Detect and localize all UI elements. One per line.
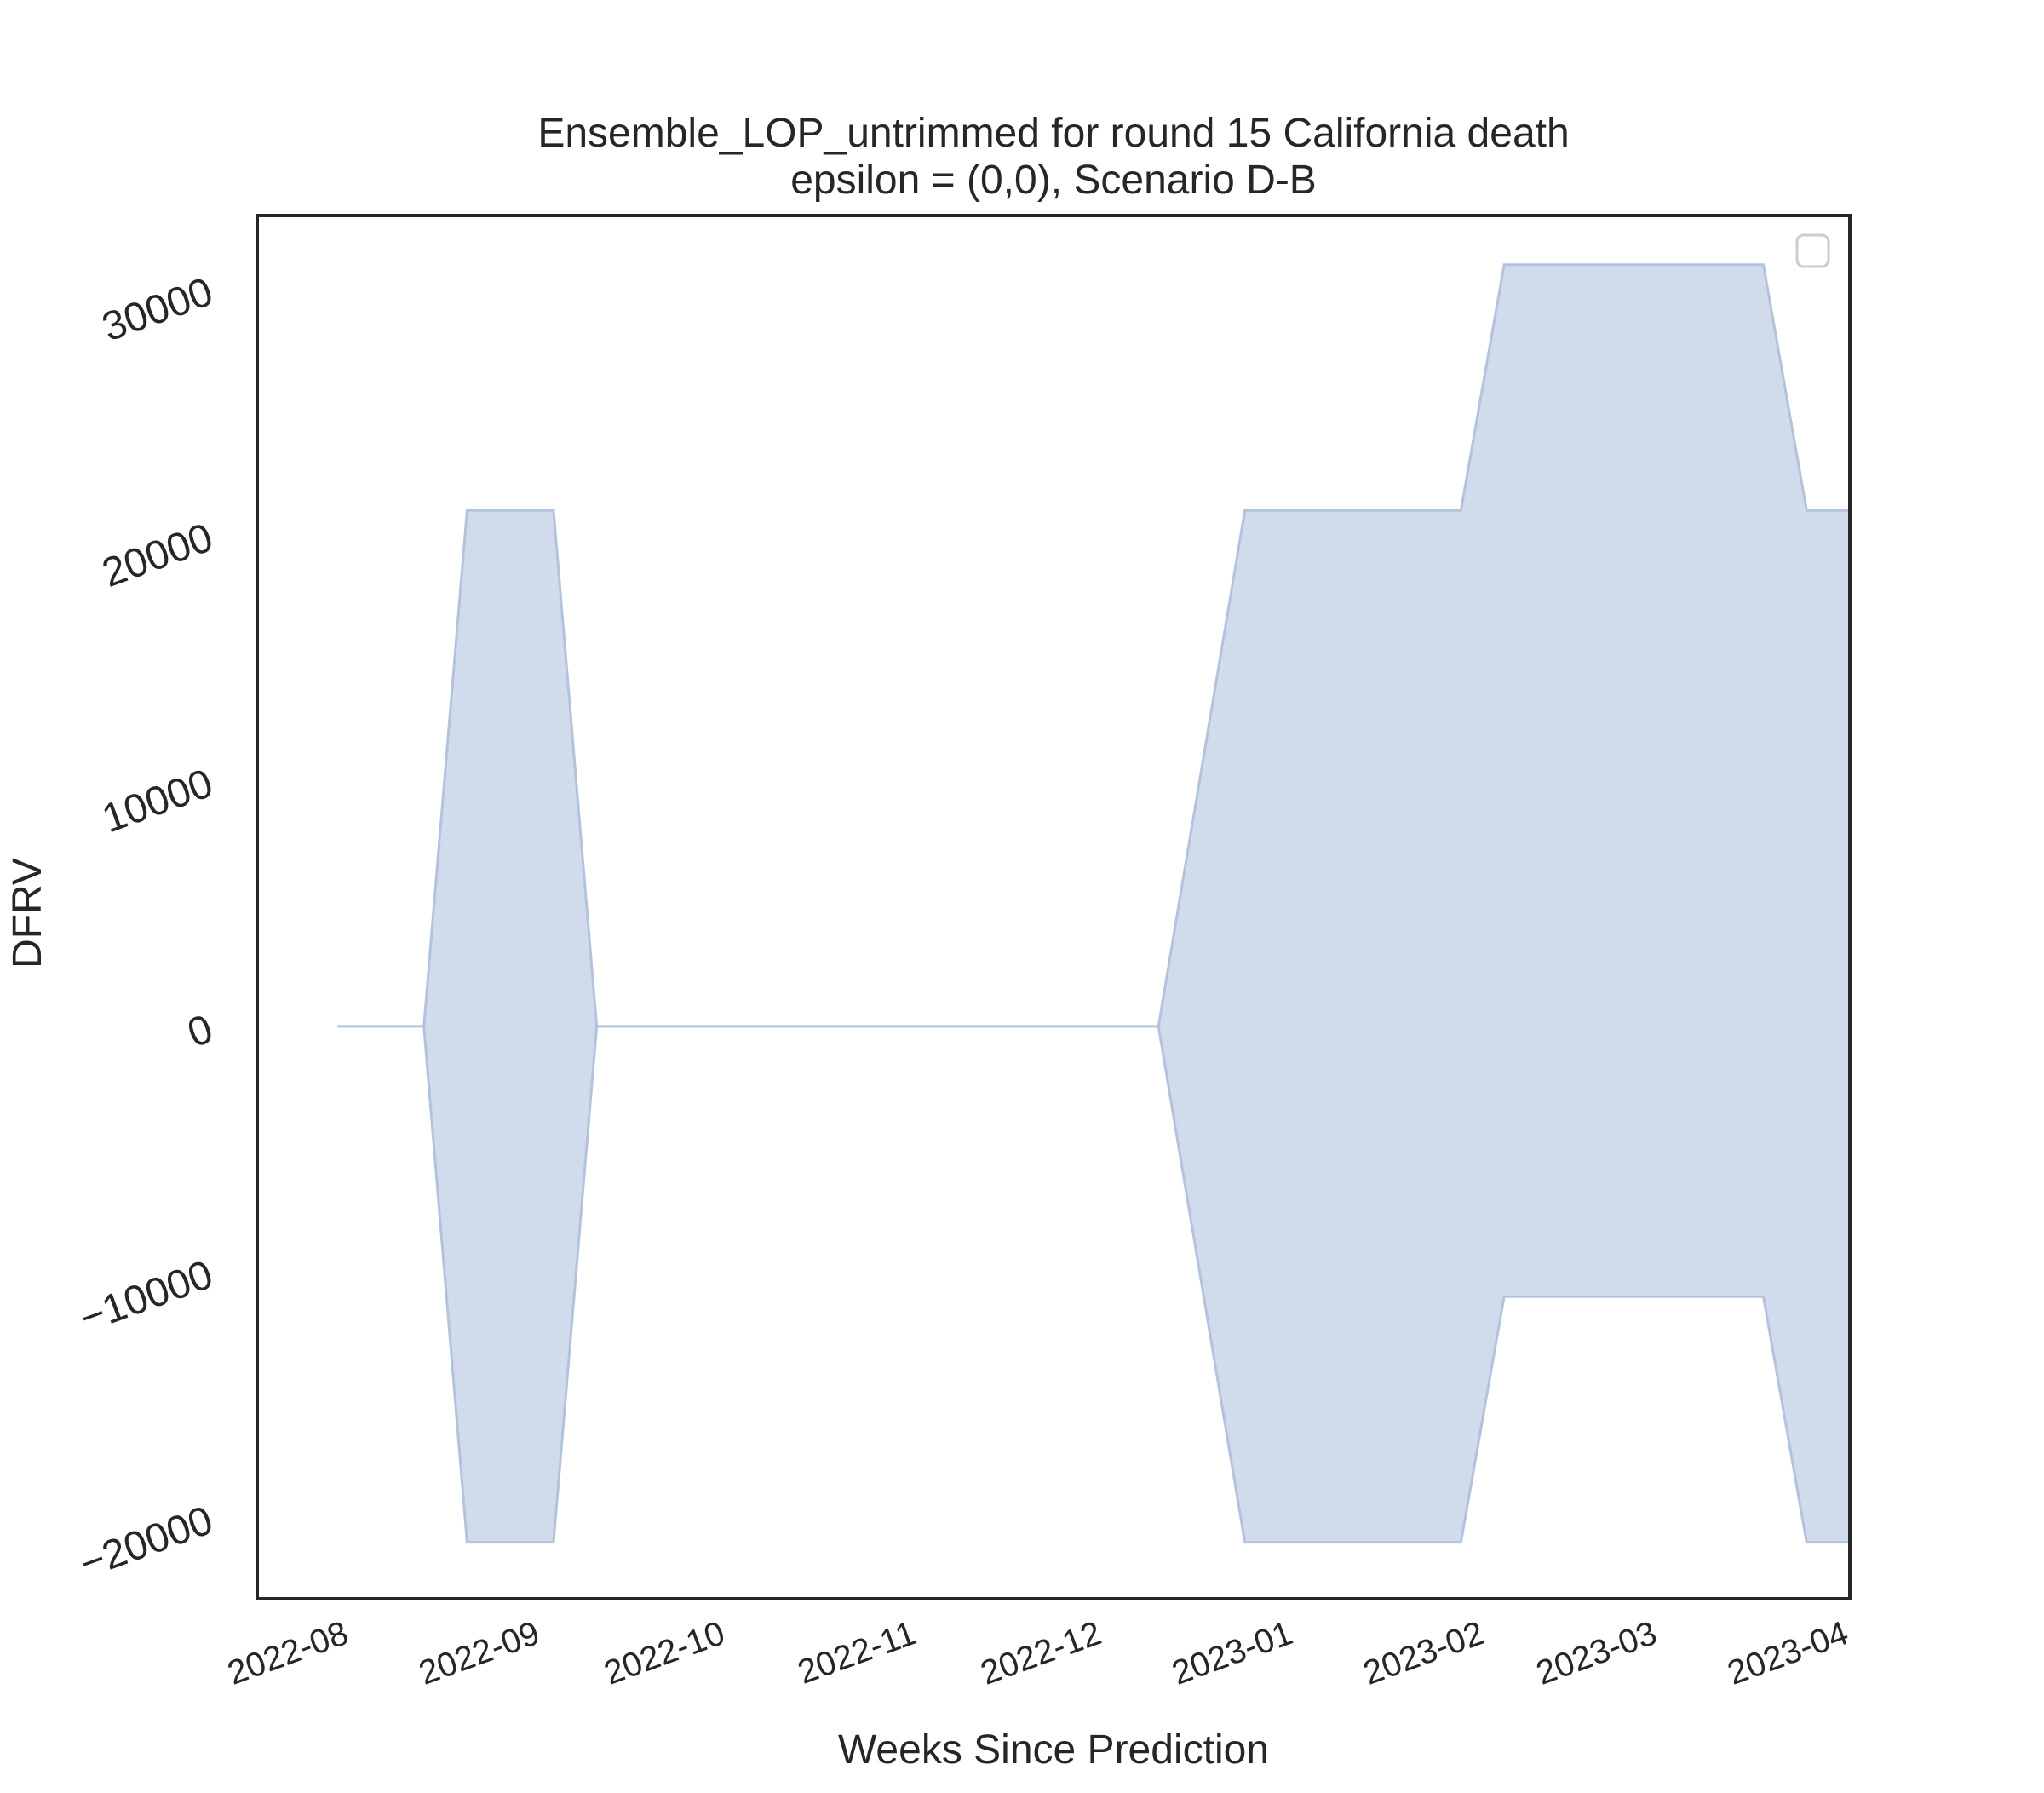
x-tick-label: 2022-08 [223,1614,353,1692]
y-axis-label: DFRV [5,858,50,968]
x-tick-label: 2022-11 [793,1614,921,1692]
uncertainty-band [337,263,1852,1544]
x-axis-label: Weeks Since Prediction [838,1727,1269,1773]
plot-frame [256,214,1852,1600]
x-tick-label: 2023-02 [1358,1614,1489,1692]
y-axis-ticks: −20000 −10000 0 10000 20000 30000 [74,269,219,1587]
x-tick-label: 2023-01 [1168,1614,1298,1692]
y-tick-label: 20000 [96,515,219,596]
x-tick-label: 2023-03 [1531,1614,1662,1692]
y-tick-label: −20000 [74,1497,219,1587]
chart-subtitle: epsilon = (0,0), Scenario D-B [790,158,1317,203]
x-tick-label: 2022-12 [976,1614,1106,1692]
y-tick-label: 30000 [96,269,219,350]
x-tick-label: 2023-04 [1723,1614,1853,1692]
x-tick-label: 2022-09 [414,1614,544,1692]
x-tick-label: 2022-10 [600,1614,730,1692]
y-tick-label: −10000 [74,1252,219,1342]
y-tick-label: 10000 [96,761,219,842]
legend-box [1795,233,1830,268]
band-layer [337,263,1852,1544]
y-tick-label: 0 [182,1006,219,1056]
x-axis-ticks: 2022-08 2022-09 2022-10 2022-11 2022-12 2023-… [223,1614,1853,1692]
chart-title: Ensemble_LOP_untrimmed for round 15 Cali… [537,111,1569,156]
